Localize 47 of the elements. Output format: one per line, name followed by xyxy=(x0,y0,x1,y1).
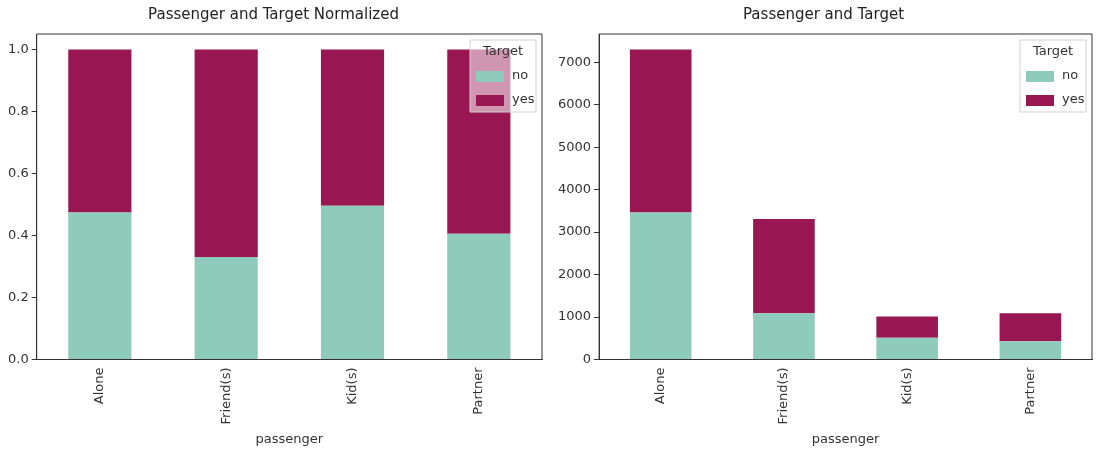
bar xyxy=(194,49,258,257)
legend-label: yes xyxy=(512,91,535,107)
x-tick-label: Partner xyxy=(470,366,486,415)
y-tick-label: 0.4 xyxy=(7,226,29,242)
bar xyxy=(876,316,938,338)
y-tick-label: 1000 xyxy=(557,308,592,324)
x-tick-label: Alone xyxy=(91,367,107,405)
x-tick-label: Alone xyxy=(652,367,668,405)
x-tick-label: Kid(s) xyxy=(343,367,359,405)
x-axis-title: passenger xyxy=(255,430,324,446)
legend-label: no xyxy=(512,67,529,83)
y-tick-label: 1.0 xyxy=(7,40,29,56)
legend-label: yes xyxy=(1062,91,1085,107)
y-tick-label: 0.2 xyxy=(7,288,29,304)
bar xyxy=(753,313,815,360)
x-axis-title: passenger xyxy=(811,430,880,446)
legend-label: no xyxy=(1062,67,1079,83)
x-tick-label: Kid(s) xyxy=(898,367,914,405)
y-tick-label: 5000 xyxy=(557,138,592,154)
y-tick-label: 4000 xyxy=(557,181,592,197)
x-tick-label: Partner xyxy=(1021,366,1037,415)
bar xyxy=(320,49,385,206)
bar xyxy=(68,49,132,213)
legend-title: Target xyxy=(1031,43,1074,59)
bar xyxy=(629,49,692,213)
y-tick-label: 0.8 xyxy=(7,102,29,118)
y-tick-label: 0 xyxy=(582,350,592,366)
y-tick-label: 3000 xyxy=(557,223,592,239)
y-tick-label: 0.0 xyxy=(7,350,29,366)
x-tick-label: Friend(s) xyxy=(217,367,233,425)
chart-title: Passenger and Target xyxy=(742,4,905,23)
bar xyxy=(629,212,692,360)
y-tick-label: 6000 xyxy=(557,96,592,112)
bar xyxy=(876,337,938,360)
chart-title: Passenger and Target Normalized xyxy=(148,4,399,23)
bar xyxy=(194,256,258,360)
bar xyxy=(68,212,132,360)
bar xyxy=(753,218,815,314)
bar xyxy=(320,205,385,360)
bar xyxy=(999,313,1062,342)
x-tick-label: Friend(s) xyxy=(775,367,791,425)
legend-title: Target xyxy=(481,43,524,59)
y-tick-label: 7000 xyxy=(557,53,592,69)
bar xyxy=(447,233,511,360)
y-tick-label: 0.6 xyxy=(7,164,29,180)
y-tick-label: 2000 xyxy=(557,265,592,281)
bar xyxy=(999,341,1062,360)
